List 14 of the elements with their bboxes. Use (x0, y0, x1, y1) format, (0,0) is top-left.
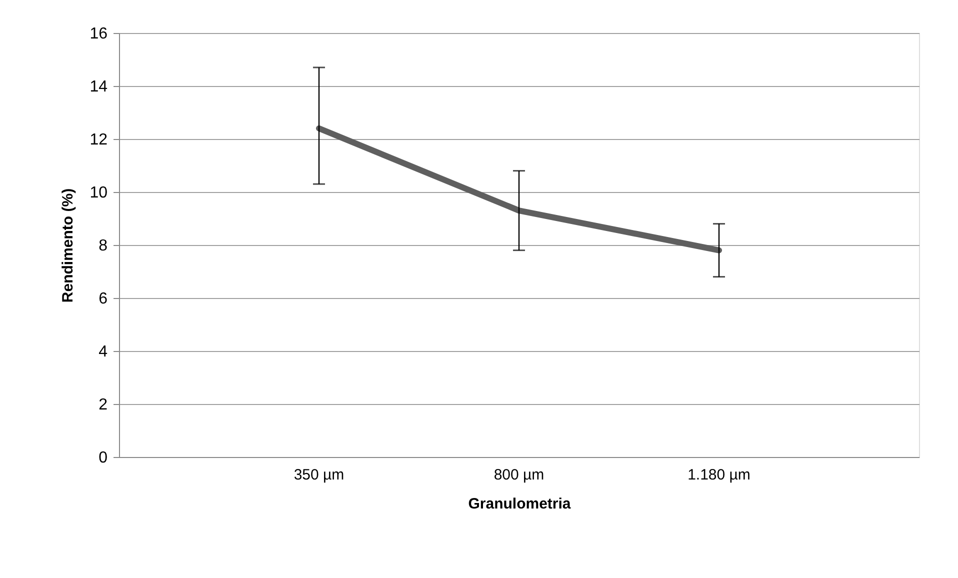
y-tick-label: 2 (98, 396, 108, 414)
x-tick-label: 1.180 µm (688, 466, 750, 484)
y-tick-label: 4 (98, 344, 108, 360)
y-tick-label: 10 (90, 184, 108, 202)
y-tick-label: 16 (90, 26, 108, 42)
y-tick-label: 14 (90, 78, 108, 96)
y-axis-title: Rendimento (%) (60, 188, 77, 303)
y-tick-label: 6 (98, 290, 108, 308)
y-tick-label: 0 (98, 450, 108, 466)
x-tick-label: 800 µm (494, 466, 544, 484)
y-tick-label: 12 (90, 132, 108, 148)
x-tick-label: 350 µm (294, 466, 344, 484)
x-axis-title: Granulometria (468, 496, 572, 512)
y-tick-label: 8 (98, 238, 108, 254)
